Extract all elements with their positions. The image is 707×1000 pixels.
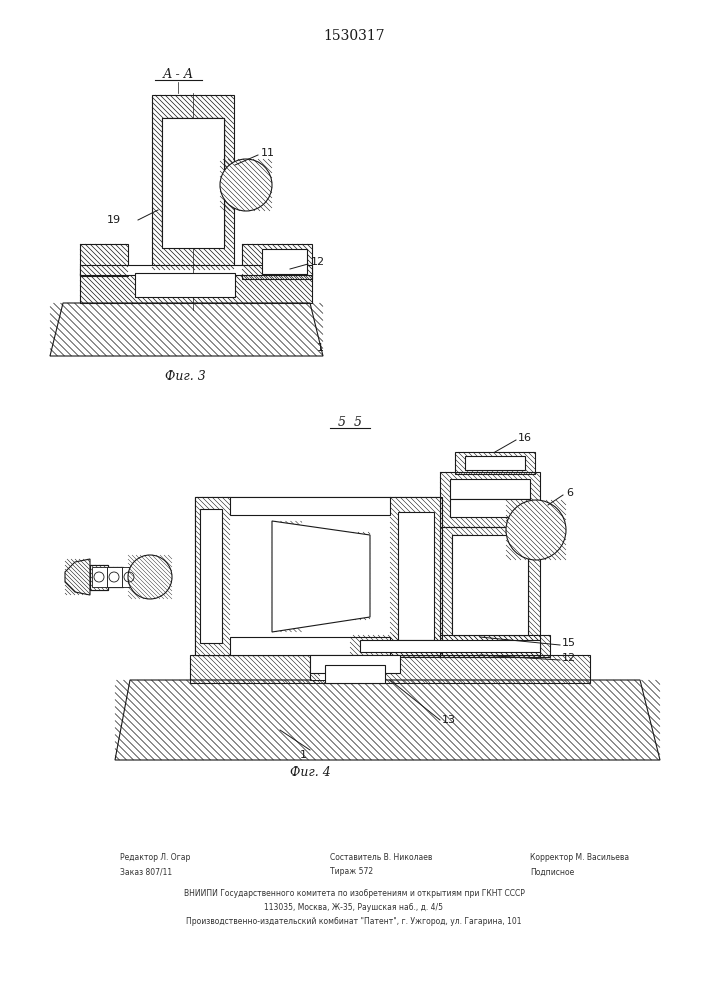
Bar <box>450 499 530 517</box>
Text: 1: 1 <box>317 343 324 353</box>
Bar <box>262 249 307 274</box>
Text: А - А: А - А <box>163 68 194 82</box>
Circle shape <box>506 500 566 560</box>
Bar <box>162 118 224 148</box>
Bar <box>90 565 108 590</box>
Bar <box>80 244 128 276</box>
Bar <box>162 118 224 248</box>
Bar <box>510 535 528 635</box>
Text: ВНИИПИ Государственного комитета по изобретениям и открытиям при ГКНТ СССР: ВНИИПИ Государственного комитета по изоб… <box>184 888 525 898</box>
Bar <box>122 567 137 587</box>
Text: Корректор М. Васильева: Корректор М. Васильева <box>530 854 629 862</box>
Bar <box>390 497 442 655</box>
Text: 13: 13 <box>442 715 456 725</box>
Bar <box>310 655 400 673</box>
Polygon shape <box>272 521 370 632</box>
Text: 1: 1 <box>300 750 307 760</box>
Text: 12: 12 <box>562 653 576 663</box>
Bar <box>135 273 235 297</box>
Bar <box>107 567 122 587</box>
Bar <box>200 509 222 643</box>
Bar <box>195 497 230 655</box>
Text: Фиг. 3: Фиг. 3 <box>165 369 205 382</box>
Bar <box>452 535 528 635</box>
Bar <box>455 452 535 474</box>
Bar <box>198 118 224 148</box>
Bar <box>465 456 525 470</box>
Bar <box>108 567 123 587</box>
Bar <box>162 148 174 173</box>
Bar <box>350 635 550 657</box>
Bar <box>195 497 440 655</box>
Bar <box>108 567 123 587</box>
Text: 15: 15 <box>562 638 576 648</box>
Bar <box>310 660 320 680</box>
Bar <box>92 567 107 587</box>
Text: 6: 6 <box>566 488 573 498</box>
Bar <box>452 535 470 635</box>
Bar <box>310 660 338 680</box>
Bar <box>230 637 390 655</box>
Bar <box>440 527 540 657</box>
Bar <box>215 178 225 192</box>
Bar <box>212 173 224 193</box>
Bar <box>162 173 174 193</box>
Bar <box>398 512 434 640</box>
Text: 113035, Москва, Ж-35, Раушская наб., д. 4/5: 113035, Москва, Ж-35, Раушская наб., д. … <box>264 902 443 912</box>
Bar <box>80 273 312 303</box>
Text: Редактор Л. Огар: Редактор Л. Огар <box>120 854 190 862</box>
Text: 1530317: 1530317 <box>323 29 385 43</box>
Bar <box>328 660 338 680</box>
Bar <box>123 570 140 585</box>
Bar <box>242 244 312 279</box>
Circle shape <box>128 555 172 599</box>
Text: Производственно-издательский комбинат "Патент", г. Ужгород, ул. Гагарина, 101: Производственно-издательский комбинат "П… <box>186 916 522 926</box>
Bar <box>80 265 312 275</box>
Text: 11: 11 <box>261 148 275 158</box>
Bar <box>212 148 224 173</box>
Bar <box>142 569 158 585</box>
Bar <box>162 193 177 243</box>
Bar <box>230 497 390 515</box>
Bar <box>325 665 385 683</box>
Text: 12: 12 <box>311 257 325 267</box>
Bar <box>162 173 224 193</box>
Text: 16: 16 <box>518 433 532 443</box>
Bar <box>190 655 590 683</box>
Bar <box>162 193 224 243</box>
Bar <box>123 570 140 585</box>
Text: Подписное: Подписное <box>530 867 574 876</box>
Text: Составитель В. Николаев: Составитель В. Николаев <box>330 854 433 862</box>
Circle shape <box>220 159 272 211</box>
Bar <box>162 148 224 173</box>
Bar <box>360 640 540 652</box>
Bar <box>152 95 234 270</box>
Text: 5  5: 5 5 <box>338 416 362 430</box>
Bar <box>215 178 250 192</box>
Text: Тираж 572: Тираж 572 <box>330 867 373 876</box>
Text: Фиг. 4: Фиг. 4 <box>290 766 330 780</box>
Bar <box>168 118 188 148</box>
Bar <box>209 193 224 243</box>
Text: Заказ 807/11: Заказ 807/11 <box>120 867 172 876</box>
Bar <box>450 479 530 499</box>
Bar <box>440 472 540 527</box>
Bar <box>90 565 108 590</box>
Text: 19: 19 <box>107 215 121 225</box>
